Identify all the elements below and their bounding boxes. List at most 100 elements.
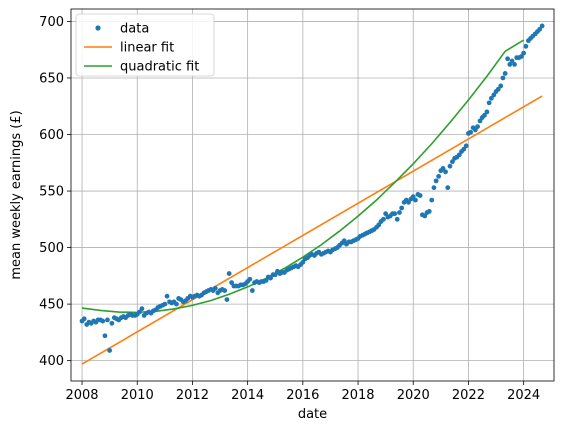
x-tick-label: 2018: [341, 388, 374, 403]
data-point: [426, 209, 432, 214]
data-point: [383, 211, 389, 217]
data-point: [102, 333, 108, 339]
data-point: [226, 271, 232, 276]
data-point: [105, 317, 110, 323]
data-point: [399, 205, 405, 211]
plot-frame: [70, 8, 555, 382]
data-point: [431, 185, 437, 191]
data-point: [162, 301, 168, 307]
data-point: [468, 129, 474, 135]
data-point: [229, 280, 235, 286]
x-tick-label: 2010: [121, 388, 154, 403]
data-point: [109, 320, 115, 326]
y-axis-label: mean weekly earnings (£): [9, 110, 24, 279]
data-point: [433, 178, 439, 184]
data-point: [100, 318, 106, 324]
data-point: [461, 146, 467, 152]
data-point: [300, 259, 306, 265]
data-point: [502, 71, 508, 76]
y-axis: 400 450 500 550 600 650 700: [39, 15, 71, 369]
data-point: [477, 118, 483, 124]
legend-label: linear fit: [120, 41, 174, 56]
data-point: [410, 194, 416, 200]
y-tick-label: 650: [39, 71, 64, 86]
data-point: [482, 112, 487, 118]
data-point: [472, 127, 478, 133]
x-tick-label: 2024: [507, 388, 540, 403]
series-layer: [79, 23, 545, 365]
data-point: [486, 100, 492, 106]
legend: data linear fit quadratic fit: [75, 13, 215, 77]
data-point: [81, 316, 87, 322]
data-point: [417, 193, 423, 198]
data-point: [413, 197, 418, 203]
data-point: [249, 288, 255, 293]
data-point: [509, 58, 515, 64]
data-point: [222, 288, 228, 293]
x-tick-label: 2014: [231, 388, 264, 403]
data-point: [429, 197, 435, 203]
data-point: [137, 309, 142, 315]
data-point: [224, 297, 230, 302]
data-point: [268, 275, 273, 281]
x-axis: 2008 2010 2012 2014 2016 2018 2020 2022 2024: [65, 381, 540, 403]
x-tick-label: 2012: [176, 388, 209, 403]
x-tick-label: 2020: [397, 388, 430, 403]
data-point: [247, 276, 253, 282]
y-tick-label: 500: [39, 241, 64, 256]
y-tick-label: 550: [39, 185, 64, 200]
data-point: [507, 62, 513, 67]
data-point: [491, 92, 497, 98]
legend-box: [75, 13, 215, 77]
data-point: [392, 211, 398, 217]
data-point: [440, 166, 446, 171]
legend-label: data: [120, 22, 149, 37]
data-point: [107, 348, 113, 353]
linear-fit-line: [81, 95, 543, 365]
data-point: [406, 199, 411, 205]
data-point: [450, 159, 455, 165]
data-point: [495, 86, 501, 92]
data-point: [212, 285, 218, 291]
data-point: [447, 163, 453, 169]
data-point: [512, 62, 517, 67]
data-point: [443, 169, 448, 175]
y-tick-label: 600: [39, 128, 64, 143]
data-point: [456, 152, 462, 158]
legend-marker-data: [95, 25, 101, 31]
data-point: [397, 210, 402, 215]
data-point: [500, 75, 506, 81]
data-point: [521, 50, 527, 56]
data-point: [488, 95, 494, 101]
data-point: [436, 173, 442, 179]
data-point: [174, 301, 179, 307]
data-point: [539, 23, 545, 29]
data-point: [463, 143, 469, 149]
x-tick-label: 2022: [452, 388, 485, 403]
y-tick-label: 450: [39, 298, 64, 313]
data-point: [445, 185, 451, 191]
data-point: [523, 43, 529, 49]
x-tick-label: 2016: [286, 388, 319, 403]
y-tick-label: 700: [39, 15, 64, 30]
data-point: [498, 83, 504, 89]
data-point: [422, 213, 428, 219]
data-point: [164, 293, 170, 299]
x-tick-label: 2008: [65, 388, 98, 403]
x-axis-label: date: [298, 407, 327, 422]
data-point: [505, 56, 511, 62]
data-point: [484, 109, 490, 115]
data-point: [263, 277, 269, 283]
data-point: [381, 216, 386, 222]
data-point: [272, 272, 278, 278]
data-point: [475, 124, 480, 129]
data-point: [394, 216, 400, 222]
data-point: [139, 306, 145, 312]
data-point: [376, 222, 382, 228]
data-point: [341, 238, 347, 244]
data-point: [537, 26, 543, 32]
y-tick-label: 400: [39, 354, 64, 369]
data-point: [519, 54, 524, 59]
legend-label: quadratic fit: [120, 60, 199, 75]
